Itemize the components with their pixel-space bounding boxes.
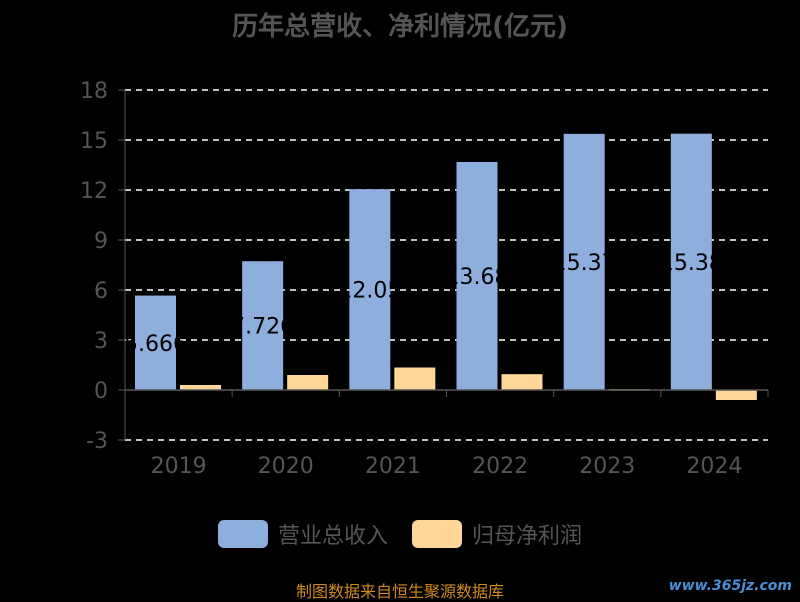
legend-label-revenue: 营业总收入	[277, 524, 388, 549]
bar-revenue	[135, 295, 176, 390]
source-note: 制图数据来自恒生聚源数据库	[295, 582, 504, 601]
bar-profit	[180, 385, 221, 390]
legend-swatch-revenue	[217, 520, 268, 548]
x-tick-label: 2019	[151, 454, 207, 479]
bar-profit	[287, 375, 329, 390]
bar-profit	[501, 374, 543, 390]
legend-swatch-profit	[412, 520, 462, 548]
y-tick-label: 6	[94, 279, 108, 304]
legend-label-profit: 归母净利润	[472, 524, 583, 549]
bar-revenue	[563, 133, 605, 391]
y-tick-label: 3	[94, 329, 108, 354]
x-tick-label: 2021	[365, 454, 421, 479]
y-tick-label: 15	[80, 129, 108, 154]
data-label-revenue: 7.726	[231, 315, 294, 340]
data-label-revenue: 5.666	[124, 332, 187, 357]
bar-revenue	[349, 189, 391, 390]
y-tick-label: 9	[94, 229, 108, 254]
axis-layer: -3 0 3 6 9 12 15 18 2019 2020 2021 2022 2023 2024	[80, 79, 769, 479]
x-tick-label: 2022	[472, 454, 528, 479]
data-label-revenue: 12.05	[338, 279, 401, 304]
data-label-revenue: 15.38	[660, 251, 723, 276]
bar-revenue	[670, 133, 712, 390]
bars-layer	[135, 133, 757, 400]
bar-profit	[715, 390, 757, 400]
watermark: www.365jz.com	[668, 578, 792, 594]
bar-profit	[394, 367, 436, 390]
x-tick-label: 2020	[258, 454, 314, 479]
y-tick-label: -3	[86, 429, 108, 454]
y-tick-label: 12	[80, 179, 108, 204]
bar-revenue	[456, 162, 498, 390]
data-label-revenue: 15.37	[553, 251, 616, 276]
x-tick-label: 2024	[686, 454, 742, 479]
chart-title: 历年总营收、净利情况(亿元)	[232, 12, 568, 42]
x-tick-label: 2023	[579, 454, 635, 479]
legend-item-profit[interactable]: 归母净利润	[412, 518, 582, 550]
legend: 营业总收入 归母净利润	[0, 518, 800, 550]
data-label-revenue: 13.68	[446, 265, 509, 290]
y-tick-label: 18	[80, 79, 108, 104]
grid-layer	[125, 89, 768, 441]
y-tick-label: 0	[94, 379, 108, 404]
label-layer: 5.666 7.726 12.05 13.68 15.37 15.38	[124, 251, 723, 357]
bar-revenue	[242, 261, 284, 390]
legend-item-revenue[interactable]: 营业总收入	[217, 518, 388, 550]
